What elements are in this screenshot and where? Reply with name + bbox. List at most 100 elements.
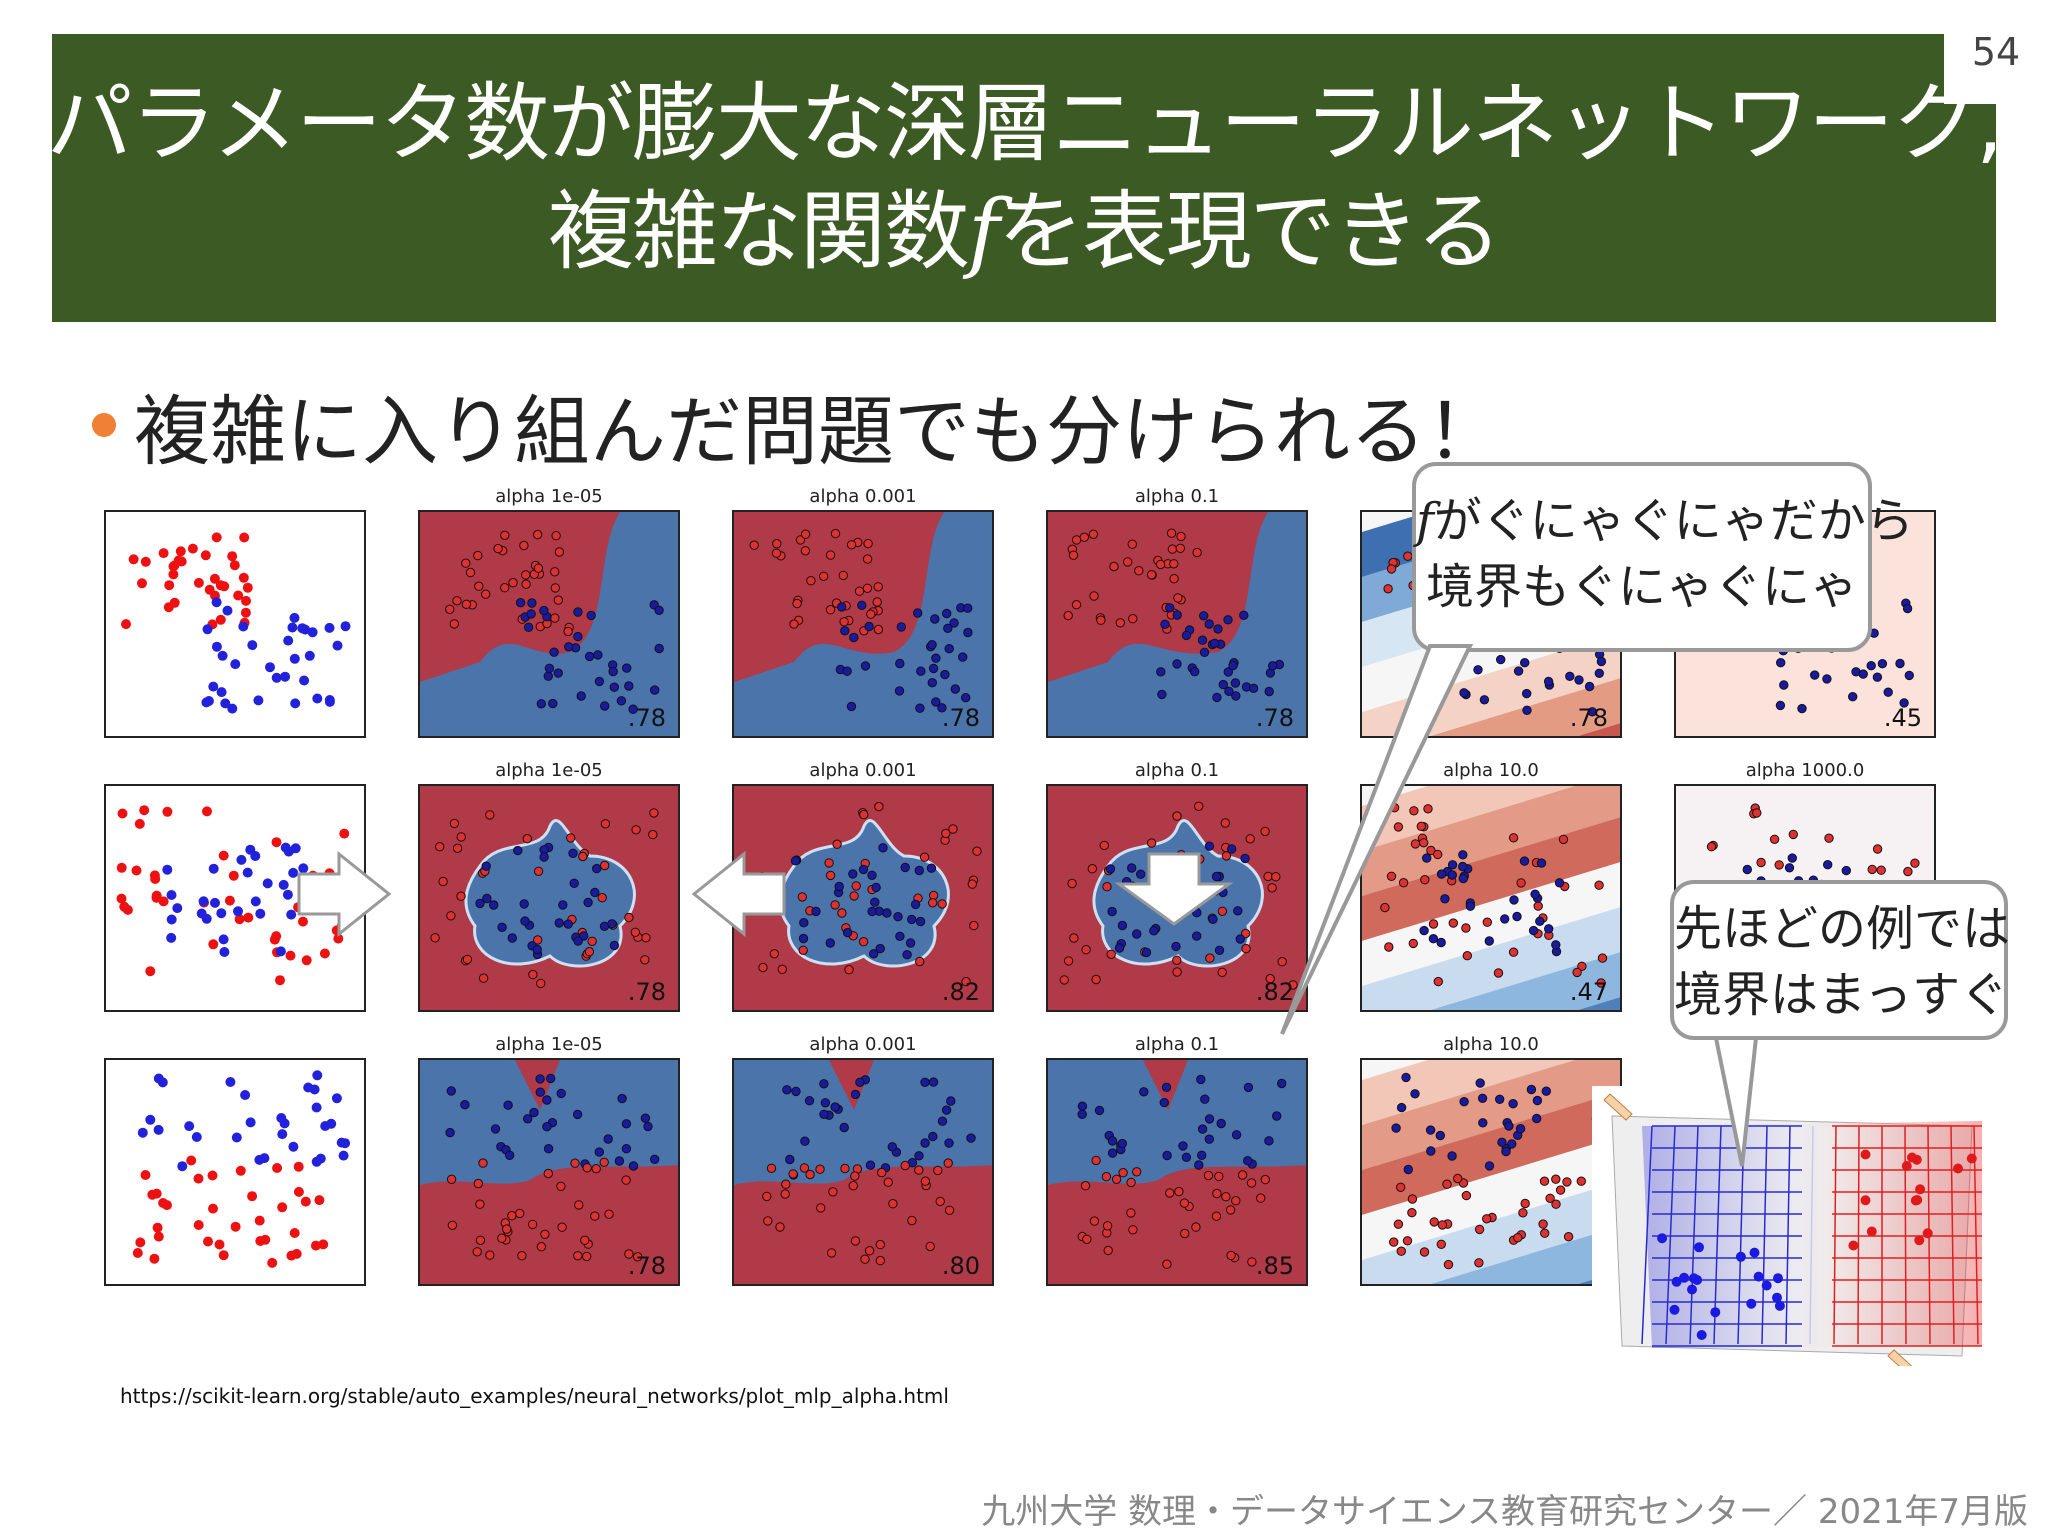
red-sample-point: [1572, 967, 1582, 978]
blue-sample-point: [1425, 1125, 1436, 1135]
red-sample-point: [227, 551, 238, 562]
red-sample-point: [186, 1155, 197, 1166]
red-sample-point: [446, 911, 456, 921]
red-sample-point: [1555, 1185, 1566, 1195]
inset-blue-point: [1671, 1276, 1682, 1287]
red-sample-point: [1102, 882, 1112, 892]
blue-sample-point: [1213, 624, 1223, 634]
blue-sample-point: [556, 1088, 566, 1099]
red-sample-point: [310, 1240, 321, 1251]
blue-sample-point: [1139, 1087, 1149, 1097]
blue-sample-point: [819, 1109, 829, 1119]
accuracy-score: .80: [941, 1252, 980, 1280]
blue-sample-point: [594, 676, 605, 687]
bullet-text: 複雑に入り組んだ問題でも分けられる！: [134, 387, 1502, 476]
red-sample-point: [1551, 1199, 1561, 1209]
inset-red-point: [1914, 1235, 1925, 1246]
inset-grid-line: [1641, 1125, 1653, 1345]
red-sample-point: [1088, 529, 1099, 539]
blue-sample-point: [576, 691, 586, 701]
blue-sample-point: [966, 1133, 976, 1143]
red-sample-point: [557, 1222, 567, 1232]
red-sample-point: [1220, 818, 1231, 828]
blue-sample-point: [536, 699, 547, 709]
blue-sample-point: [573, 607, 583, 617]
red-sample-point: [1225, 1205, 1236, 1215]
red-sample-point: [749, 540, 759, 550]
accuracy-score: .78: [627, 704, 666, 732]
blue-sample-point: [338, 1150, 349, 1161]
blue-sample-point: [324, 622, 335, 633]
blue-sample-point: [220, 698, 231, 709]
red-sample-point: [528, 969, 538, 980]
red-decision-wedge: [829, 1060, 874, 1110]
blue-sample-point: [907, 914, 917, 925]
blue-sample-point: [211, 641, 222, 652]
blue-sample-point: [542, 1095, 552, 1105]
blue-sample-point: [275, 946, 286, 957]
blue-sample-point: [1479, 695, 1490, 705]
red-sample-point: [788, 1169, 798, 1179]
blue-sample-point: [804, 1096, 815, 1106]
blue-sample-point: [1235, 934, 1246, 944]
red-sample-point: [1240, 928, 1251, 939]
red-sample-point: [1756, 857, 1766, 868]
red-sample-point: [1562, 1177, 1572, 1187]
red-sample-point: [140, 556, 151, 567]
blue-sample-point: [271, 672, 282, 683]
red-sample-point: [1172, 967, 1182, 977]
inset-blue-point: [1735, 1251, 1746, 1262]
panel-alpha-label: alpha 1e-05: [495, 760, 603, 781]
hollow-arrow: [691, 850, 786, 938]
panel-plot: [420, 1060, 678, 1284]
blue-sample-point: [245, 844, 256, 855]
red-sample-point: [1212, 1188, 1222, 1199]
red-sample-point: [1407, 1208, 1417, 1218]
title-bar: パラメータ数が膨大な深層ニューラルネットワーク, 複雑な関数fを表現できる: [47, 34, 2003, 322]
title-line-2: 複雑な関数fを表現できる: [548, 178, 1502, 286]
blue-sample-point: [573, 936, 583, 946]
red-sample-point: [218, 1250, 229, 1261]
blue-sample-point: [489, 900, 499, 910]
red-sample-point: [1087, 864, 1097, 874]
red-sample-point: [600, 819, 611, 829]
blue-sample-point: [839, 1122, 849, 1133]
red-sample-point: [848, 1181, 859, 1191]
blue-sample-point: [526, 609, 536, 619]
blue-sample-point: [553, 668, 563, 678]
blue-sample-point: [1214, 945, 1225, 956]
red-sample-point: [275, 975, 285, 986]
blue-sample-point: [298, 863, 309, 874]
red-sample-point: [1102, 1221, 1113, 1231]
red-sample-point: [850, 1236, 861, 1246]
blue-sample-point: [539, 852, 549, 862]
red-sample-point: [536, 978, 546, 989]
blue-sample-point: [218, 934, 229, 945]
red-sample-point: [502, 1224, 512, 1234]
red-sample-point: [624, 1249, 634, 1259]
inset-grid-line: [1761, 1125, 1768, 1345]
inset-grid-line: [1665, 1125, 1676, 1345]
red-sample-point: [648, 829, 658, 840]
blue-sample-point: [800, 1136, 810, 1146]
accuracy-score: .47: [1569, 978, 1608, 1006]
red-sample-point: [1099, 840, 1109, 851]
red-sample-point: [1788, 829, 1799, 840]
red-sample-point: [209, 573, 220, 584]
red-sample-point: [824, 858, 834, 868]
red-sample-point: [1482, 1214, 1492, 1224]
blue-sample-point: [340, 1138, 351, 1149]
blue-sample-point: [236, 854, 247, 865]
blue-sample-point: [940, 669, 950, 680]
red-sample-point: [554, 547, 565, 557]
blue-sample-point: [216, 687, 227, 698]
blue-sample-point: [1212, 692, 1222, 703]
blue-sample-point: [544, 663, 555, 674]
red-sample-point: [915, 956, 925, 967]
red-sample-point: [1109, 561, 1119, 572]
red-sample-point: [243, 912, 254, 923]
red-sample-point: [319, 948, 330, 959]
blue-sample-point: [288, 867, 299, 878]
red-sample-point: [854, 586, 865, 596]
red-sample-point: [267, 1257, 278, 1268]
